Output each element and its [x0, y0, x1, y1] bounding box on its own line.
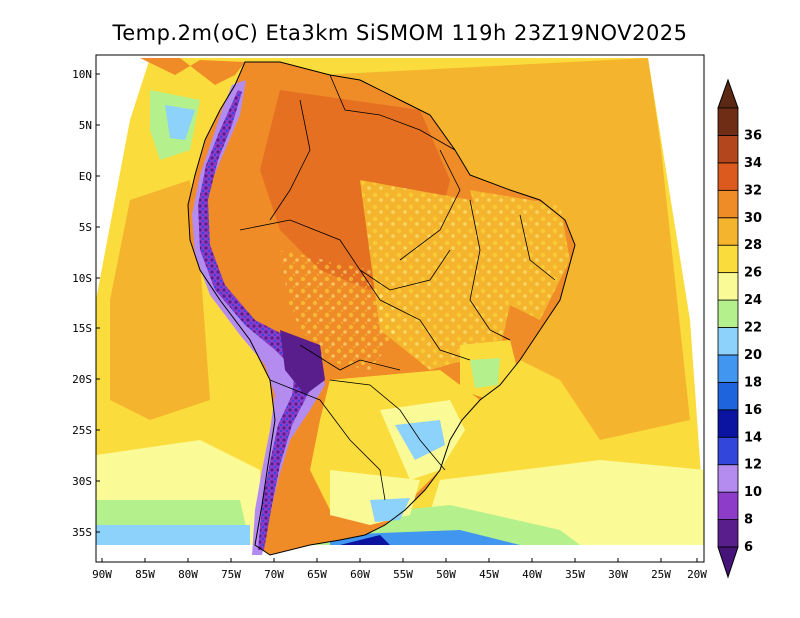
lat-label: 10S: [72, 272, 92, 285]
colorbar-level-label: 22: [744, 321, 762, 336]
lat-axis: 10N 5N EQ 5S 10S 15S 20S 25S 30S 35S: [72, 68, 100, 539]
colorbar-swatch: [717, 244, 739, 274]
lon-label: 65W: [307, 568, 327, 581]
lon-label: 60W: [350, 568, 370, 581]
lon-axis: 90W 85W 80W 75W 70W 65W 60W 55W 50W 45W …: [92, 558, 707, 581]
lat-label: 25S: [72, 424, 92, 437]
colorbar-labels: 6 8 10 12 14 16 18 20 22 24 26 28 30 32 34 36: [744, 128, 762, 555]
colorbar-swatch: [717, 162, 739, 191]
lon-label: 50W: [436, 568, 456, 581]
colorbar-boxes: [717, 107, 739, 548]
central-brazil-speckle: [360, 180, 520, 370]
colorbar-level-label: 24: [744, 293, 762, 308]
lat-label: 5S: [79, 221, 92, 234]
coastline: [187, 61, 576, 556]
colorbar-level-label: 18: [744, 375, 762, 390]
colorbar-level-label: 26: [744, 266, 762, 281]
colorbar-swatch: [717, 519, 739, 548]
altiplano-cold: [280, 330, 325, 395]
lat-label: EQ: [79, 170, 92, 183]
colorbar-level-label: 20: [744, 348, 762, 363]
colorbar-swatch: [717, 409, 739, 438]
lon-label: 45W: [479, 568, 499, 581]
lat-label: 10N: [72, 68, 92, 81]
lon-label: 70W: [264, 568, 284, 581]
northeast-speckle: [470, 190, 570, 320]
pacific-south-coldest: [96, 525, 250, 545]
lon-label: 85W: [135, 568, 155, 581]
colorbar-swatch: [717, 189, 739, 219]
colorbar-swatch: [717, 299, 739, 328]
pacific-north-coldest: [165, 105, 195, 140]
lat-label: 15S: [72, 322, 92, 335]
country-borders: [239, 74, 556, 501]
colorbar-swatch: [717, 327, 739, 356]
colorbar-level-label: 12: [744, 458, 762, 473]
colorbar-swatch: [717, 272, 739, 301]
colorbar-swatch: [717, 464, 739, 493]
andes-outer: [192, 80, 325, 555]
colorbar-level-label: 28: [744, 238, 762, 253]
lon-label: 25W: [651, 568, 671, 581]
lon-label: 55W: [393, 568, 413, 581]
bolivia-speckle: [280, 250, 400, 370]
lon-label: 20W: [687, 568, 707, 581]
temperature-field: [96, 58, 704, 556]
colorbar-level-label: 6: [744, 540, 753, 555]
colorbar-level-label: 30: [744, 211, 762, 226]
lat-label: 30S: [72, 475, 92, 488]
uruguay-cooler: [370, 498, 410, 522]
colorbar-swatch: [717, 354, 739, 383]
plot-frame: [95, 54, 705, 563]
lon-label: 90W: [92, 568, 112, 581]
colorbar-level-label: 34: [744, 156, 762, 171]
colorbar-swatch: [717, 135, 739, 164]
central-america: [140, 58, 245, 85]
lat-label: 5N: [79, 119, 92, 132]
colorbar-swatch: [717, 436, 739, 466]
lon-label: 75W: [221, 568, 241, 581]
colorbar: 6 8 10 12 14 16 18 20 22 24 26 28 30 32 34 36: [717, 78, 762, 579]
colorbar-level-label: 32: [744, 183, 762, 198]
map-title: Temp.2m(oC) Eta3km SiSMOM 119h 23Z19NOV2…: [111, 21, 687, 45]
lat-label: 35S: [72, 526, 92, 539]
colorbar-level-label: 14: [744, 430, 762, 445]
lon-label: 30W: [608, 568, 628, 581]
lon-label: 35W: [565, 568, 585, 581]
colorbar-swatch: [717, 491, 739, 520]
lat-label: 20S: [72, 373, 92, 386]
colorbar-level-label: 10: [744, 485, 762, 500]
andes-core: [198, 90, 312, 550]
colorbar-swatch: [717, 381, 739, 411]
mantiqueira-cool: [470, 358, 500, 388]
colorbar-below-arrow: [717, 546, 739, 579]
lon-label: 40W: [522, 568, 542, 581]
colorbar-level-label: 16: [744, 403, 762, 418]
plate-cold-water: [340, 535, 390, 545]
pacific-warm: [110, 180, 210, 420]
colorbar-level-label: 36: [744, 128, 762, 143]
colorbar-swatch: [717, 107, 739, 136]
colorbar-swatch: [717, 217, 739, 246]
lon-label: 80W: [178, 568, 198, 581]
colorbar-above-arrow: [717, 78, 739, 109]
colorbar-level-label: 8: [744, 513, 753, 528]
